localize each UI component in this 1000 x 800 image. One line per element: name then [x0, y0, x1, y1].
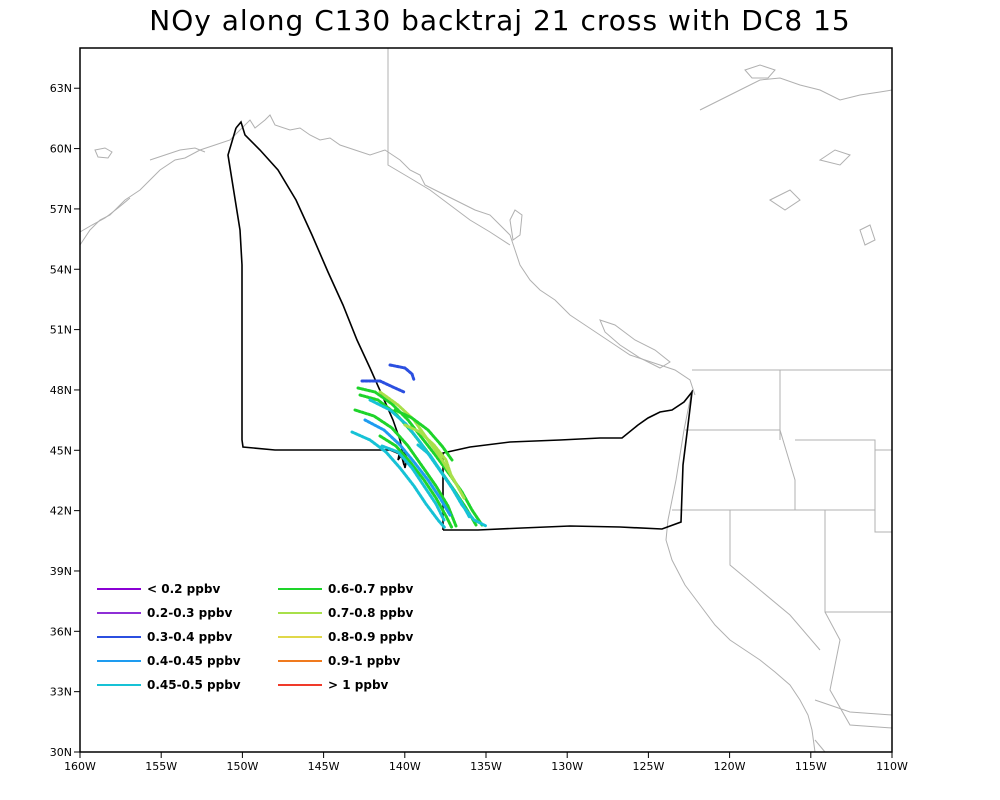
y-tick-label: 48N: [50, 384, 72, 397]
y-tick-label: 39N: [50, 565, 72, 578]
canada-lake: [818, 149, 851, 166]
x-tick-label: 150W: [226, 760, 258, 773]
wyoming-border: [874, 450, 892, 533]
x-tick-label: 145W: [308, 760, 340, 773]
alaska-gulf-inlet: [149, 147, 206, 161]
nevada-border: [729, 510, 821, 651]
x-tick-label: 110W: [876, 760, 908, 773]
idaho-border: [779, 370, 796, 510]
trajectory-strand: [360, 379, 406, 394]
northern-coastline: [699, 77, 893, 111]
x-tick-label: 140W: [389, 760, 421, 773]
coastline-layer: [79, 48, 893, 753]
legend-label: < 0.2 ppbv: [147, 582, 220, 596]
mexico-border: [814, 699, 893, 716]
legend-label: 0.3-0.4 ppbv: [147, 630, 232, 644]
y-tick-label: 36N: [50, 625, 72, 638]
trajectory-strand: [363, 418, 452, 517]
y-tick-label: 60N: [50, 143, 72, 156]
map-frame: [79, 47, 893, 753]
y-axis: 30N 33N 36N 39N 42N 45N 48N 51N 54N 57N 60N 63N: [50, 82, 80, 759]
trajectory-strand: [378, 434, 454, 530]
washington-oregon-border: [685, 429, 781, 440]
us-west-coastline: [665, 389, 816, 753]
trajectory-strand: [350, 430, 447, 530]
trajectory-strand: [416, 443, 488, 528]
trajectory-layer: [350, 363, 488, 530]
y-tick-label: 54N: [50, 263, 72, 276]
trajectory-strand: [388, 363, 416, 382]
y-tick-label: 57N: [50, 203, 72, 216]
trajectory-strand: [353, 408, 458, 528]
montana-border: [795, 439, 892, 451]
x-axis: 160W 155W 150W 145W 140W 135W 130W 125W 120W 115W…: [64, 752, 908, 773]
x-tick-label: 120W: [714, 760, 746, 773]
y-tick-label: 45N: [50, 444, 72, 457]
x-tick-label: 135W: [470, 760, 502, 773]
x-tick-label: 115W: [795, 760, 827, 773]
trajectory-strand: [393, 408, 454, 462]
x-tick-label: 155W: [145, 760, 177, 773]
alaska-coastline: [79, 114, 696, 396]
x-tick-label: 130W: [551, 760, 583, 773]
legend-label: 0.8-0.9 ppbv: [328, 630, 413, 644]
legend-label: 0.7-0.8 ppbv: [328, 606, 413, 620]
canada-lake-3: [859, 224, 876, 246]
x-tick-label: 125W: [632, 760, 664, 773]
plot-title: NOy along C130 backtraj 21 cross with DC…: [149, 4, 851, 37]
trajectory-strand: [368, 398, 472, 520]
y-tick-label: 63N: [50, 82, 72, 95]
legend: < 0.2 ppbv 0.2-0.3 ppbv 0.3-0.4 ppbv 0.4-0.…: [97, 582, 413, 692]
y-tick-label: 33N: [50, 686, 72, 699]
vancouver-island: [599, 319, 671, 369]
y-tick-label: 51N: [50, 324, 72, 337]
kodiak-island: [94, 147, 113, 159]
arctic-island: [744, 64, 776, 79]
alaska-peninsula-coastline: [79, 197, 131, 233]
baja-coast: [814, 739, 826, 753]
y-tick-label: 42N: [50, 505, 72, 518]
legend-label: 0.4-0.45 ppbv: [147, 654, 241, 668]
canada-lake-2: [769, 189, 801, 211]
alaska-canada-border: [387, 48, 511, 246]
x-tick-label: 160W: [64, 760, 96, 773]
legend-label: 0.6-0.7 ppbv: [328, 582, 413, 596]
legend-label: 0.45-0.5 ppbv: [147, 678, 241, 692]
trajectory-strand: [403, 423, 454, 480]
legend-label: 0.9-1 ppbv: [328, 654, 401, 668]
legend-label: 0.2-0.3 ppbv: [147, 606, 232, 620]
legend-label: > 1 ppbv: [328, 678, 389, 692]
utah-border: [824, 510, 892, 613]
flight-track: [227, 120, 694, 531]
haida-gwaii: [509, 209, 523, 241]
trajectory-strand: [356, 386, 484, 527]
trajectory-strand: [380, 444, 446, 522]
arizona-border: [824, 611, 893, 729]
y-tick-label: 30N: [50, 746, 72, 759]
